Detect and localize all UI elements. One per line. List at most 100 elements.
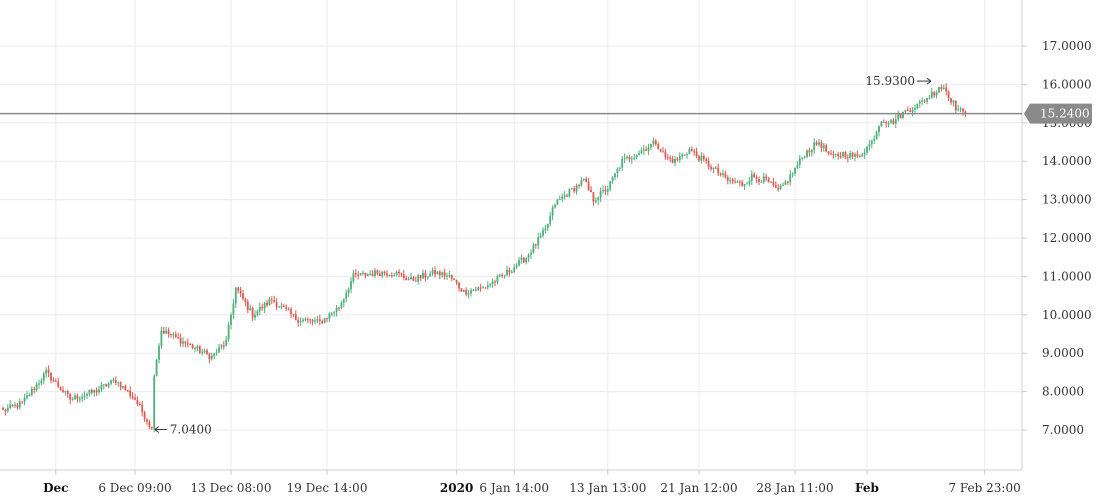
candle-body (438, 271, 441, 276)
candle-body (364, 272, 367, 276)
candle-body (899, 114, 902, 119)
candle-body (947, 91, 950, 99)
candle-body (366, 274, 369, 276)
candle-body (580, 180, 583, 186)
candle-body (208, 353, 211, 360)
candle-body (338, 307, 340, 309)
candle-body (76, 395, 79, 400)
candle-body (282, 305, 285, 307)
candle-body (561, 196, 564, 199)
candle-body (290, 309, 292, 315)
candle-body (597, 197, 600, 201)
candle-body (914, 108, 916, 110)
candle-body (654, 140, 657, 145)
candle-body (6, 407, 9, 412)
candle-body (911, 109, 914, 113)
candle-body (189, 344, 192, 346)
candle-body (470, 290, 472, 294)
candle-body (606, 189, 609, 192)
candle-body (21, 401, 24, 403)
candle-body (237, 287, 240, 291)
candle-body (309, 319, 312, 321)
candle-body (861, 154, 864, 157)
candle-body (549, 215, 552, 224)
candle-body (263, 302, 266, 309)
candle-body (422, 273, 424, 279)
candle-body (570, 188, 573, 190)
candle-body (702, 155, 705, 160)
candle-body (938, 87, 940, 93)
candle-body (328, 313, 331, 319)
candle-body (50, 372, 52, 381)
candle-body (162, 330, 165, 334)
y-tick-label: 14.0000 (1042, 154, 1092, 168)
candle-body (822, 145, 825, 149)
candle-body (642, 149, 645, 151)
candle-body (234, 287, 237, 304)
candle-body (825, 145, 828, 152)
candle-body (374, 270, 376, 276)
candle-body (712, 167, 715, 170)
candle-body (494, 281, 496, 283)
candle-body (628, 156, 631, 160)
candle-body (858, 156, 861, 158)
candle-body (52, 380, 55, 382)
candle-body (227, 324, 230, 340)
candle-body (98, 389, 100, 393)
candle-body (251, 307, 254, 318)
candle-body (220, 345, 223, 348)
last-price-label: 15.2400 (1040, 107, 1090, 121)
candle-body (2, 407, 4, 410)
candle-body (40, 380, 43, 384)
x-tick-label: 7 Feb 23:00 (948, 481, 1020, 495)
candle-body (57, 381, 60, 387)
y-tick-label: 11.0000 (1042, 269, 1092, 283)
candle-body (700, 155, 703, 161)
candle-body (962, 108, 964, 112)
candle-body (302, 319, 304, 322)
candle-body (671, 158, 674, 163)
candle-body (249, 307, 252, 310)
candle-body (513, 267, 516, 272)
candle-body (686, 154, 688, 156)
candle-body (167, 330, 170, 335)
x-tick-label: 19 Dec 14:00 (287, 481, 368, 495)
y-tick-label: 8.0000 (1042, 385, 1084, 399)
candle-body (870, 140, 873, 145)
candle-body (770, 181, 772, 183)
candle-body (196, 346, 199, 349)
candle-body (681, 154, 684, 157)
candle-body (921, 100, 924, 102)
candle-body (616, 168, 619, 174)
candle-body (705, 159, 708, 162)
candle-body (611, 177, 614, 182)
candle-body (657, 144, 660, 150)
candle-body (662, 151, 664, 153)
candle-body (614, 173, 616, 178)
candle-body (431, 270, 434, 274)
candle-body (719, 173, 722, 175)
y-tick-label: 16.0000 (1042, 77, 1092, 91)
candle-body (405, 277, 408, 280)
candle-body (909, 110, 912, 113)
candle-body (182, 341, 184, 344)
candle-body (940, 87, 943, 90)
candle-body (119, 381, 122, 388)
candle-body (503, 275, 506, 277)
candle-body (74, 395, 76, 400)
candle-body (47, 369, 50, 373)
candle-body (767, 178, 770, 183)
x-tick-label: 28 Jan 11:00 (756, 481, 833, 495)
candle-body (45, 369, 48, 374)
candle-body (566, 195, 568, 197)
candle-body (114, 379, 117, 383)
candle-body (446, 275, 448, 277)
candle-body (734, 181, 736, 183)
candle-body (458, 282, 460, 289)
grid-layer (0, 0, 1022, 470)
candle-body (16, 404, 19, 408)
candle-body (520, 257, 523, 260)
candle-body (882, 121, 885, 123)
